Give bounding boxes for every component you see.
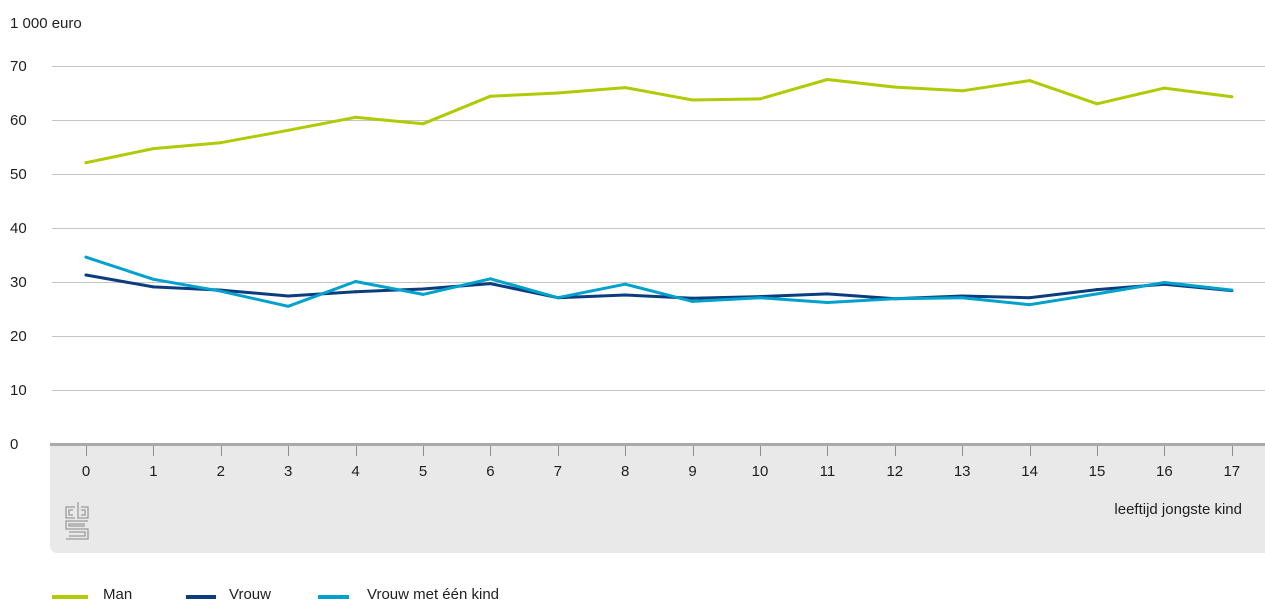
x-tick-label: 15	[1089, 463, 1106, 480]
legend-item-man: Man	[52, 586, 132, 603]
data-point-man	[286, 128, 290, 132]
x-tick-label: 17	[1223, 463, 1240, 480]
data-point-man	[960, 89, 964, 93]
x-axis-panel	[50, 446, 1265, 553]
series-group	[84, 78, 1234, 308]
data-point-man	[84, 161, 88, 165]
series-man	[84, 78, 1234, 165]
data-point-vrouw-met-een-kind	[960, 296, 964, 300]
data-point-man	[151, 147, 155, 151]
y-tick-label: 50	[10, 166, 27, 183]
x-axis-tick-labels: 0 1 2 3 4 5 6 7 8 9 10 11 12 13 14 15 16 17	[82, 463, 1240, 480]
y-axis-unit-label: 1 000 euro	[10, 15, 82, 32]
data-point-vrouw-met-een-kind	[1095, 292, 1099, 296]
data-point-man	[893, 85, 897, 89]
x-tick-label: 10	[752, 463, 769, 480]
y-tick-label: 20	[10, 328, 27, 345]
data-point-vrouw	[84, 273, 88, 277]
gridlines	[52, 66, 1265, 391]
data-point-vrouw	[623, 293, 627, 297]
series-vrouw-met-een-kind	[84, 255, 1234, 308]
data-point-vrouw	[354, 290, 358, 294]
x-tick-label: 8	[621, 463, 629, 480]
x-tick-label: 1	[149, 463, 157, 480]
legend-label-vrouw-met-een-kind: Vrouw met één kind	[367, 586, 499, 603]
data-point-man	[421, 122, 425, 126]
legend-label-man: Man	[103, 586, 132, 603]
series-line-man	[84, 78, 1234, 165]
data-point-vrouw-met-een-kind	[1028, 303, 1032, 307]
cbs-logo-s	[65, 520, 89, 540]
data-point-man	[1230, 95, 1234, 99]
series-vrouw	[84, 273, 1234, 301]
data-point-man	[825, 78, 829, 81]
data-point-vrouw-met-een-kind	[691, 299, 695, 303]
x-tick-label: 3	[284, 463, 292, 480]
x-tick-label: 4	[351, 463, 359, 480]
cbs-logo-b	[77, 502, 89, 519]
data-point-man	[1162, 86, 1166, 90]
y-axis-tick-labels: 0 10 20 30 40 50 60 70	[10, 58, 27, 453]
x-tick-label: 7	[554, 463, 562, 480]
x-tick-label: 12	[886, 463, 903, 480]
legend-label-vrouw: Vrouw	[229, 586, 271, 603]
data-point-vrouw-met-een-kind	[556, 296, 560, 300]
x-tick-label: 13	[954, 463, 971, 480]
data-point-vrouw-met-een-kind	[219, 289, 223, 293]
data-point-man	[1028, 79, 1032, 83]
data-point-man	[691, 98, 695, 102]
x-tick-label: 16	[1156, 463, 1173, 480]
x-tick-label: 9	[688, 463, 696, 480]
data-point-man	[354, 115, 358, 119]
data-point-man	[1095, 102, 1099, 106]
data-point-vrouw-met-een-kind	[825, 301, 829, 305]
data-point-vrouw	[421, 287, 425, 291]
x-tick-label: 14	[1021, 463, 1038, 480]
data-point-vrouw	[488, 282, 492, 286]
data-point-vrouw-met-een-kind	[84, 255, 88, 259]
data-point-vrouw	[1028, 296, 1032, 300]
data-point-man	[623, 86, 627, 90]
x-axis-label: leeftijd jongste kind	[1114, 501, 1242, 518]
data-point-vrouw	[691, 296, 695, 300]
data-point-vrouw-met-een-kind	[421, 292, 425, 296]
data-point-man	[556, 91, 560, 95]
data-point-vrouw	[151, 285, 155, 289]
y-tick-label: 60	[10, 112, 27, 129]
x-axis-ticks	[86, 446, 1233, 456]
data-point-vrouw-met-een-kind	[488, 277, 492, 281]
y-tick-label: 0	[10, 436, 18, 453]
series-line-vrouw	[84, 273, 1234, 301]
data-point-vrouw	[825, 292, 829, 296]
data-point-vrouw	[1095, 288, 1099, 292]
data-point-man	[758, 97, 762, 101]
x-tick-label: 5	[419, 463, 427, 480]
cbs-logo	[65, 502, 89, 540]
data-point-vrouw-met-een-kind	[1162, 281, 1166, 285]
data-point-vrouw-met-een-kind	[758, 296, 762, 300]
legend-item-vrouw: Vrouw	[186, 586, 271, 603]
legend-item-vrouw-met-een-kind: Vrouw met één kind	[318, 586, 499, 603]
cbs-logo-c	[65, 506, 75, 519]
data-point-vrouw-met-een-kind	[354, 279, 358, 283]
data-point-vrouw-met-een-kind	[893, 297, 897, 301]
y-tick-label: 10	[10, 382, 27, 399]
x-tick-label: 2	[217, 463, 225, 480]
data-point-vrouw-met-een-kind	[151, 277, 155, 281]
y-tick-label: 40	[10, 220, 27, 237]
y-tick-label: 70	[10, 58, 27, 75]
data-point-man	[219, 141, 223, 145]
x-tick-label: 11	[820, 463, 836, 480]
x-tick-label: 6	[486, 463, 494, 480]
y-tick-label: 30	[10, 274, 27, 291]
x-tick-label: 0	[82, 463, 90, 480]
legend: Man Vrouw Vrouw met één kind	[52, 586, 499, 603]
data-point-vrouw-met-een-kind	[286, 304, 290, 308]
data-point-vrouw	[286, 294, 290, 298]
data-point-vrouw-met-een-kind	[623, 282, 627, 286]
series-line-vrouw-met-een-kind	[84, 255, 1234, 308]
data-point-man	[488, 94, 492, 98]
data-point-vrouw-met-een-kind	[1230, 288, 1234, 292]
